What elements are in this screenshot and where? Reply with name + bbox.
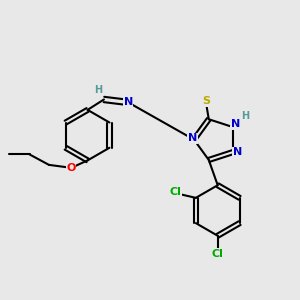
Text: N: N	[231, 119, 240, 129]
Text: N: N	[232, 147, 242, 157]
Text: O: O	[67, 163, 76, 173]
Text: N: N	[188, 133, 197, 143]
Text: S: S	[202, 96, 210, 106]
Text: Cl: Cl	[169, 187, 181, 197]
Text: Cl: Cl	[212, 249, 224, 259]
Text: H: H	[94, 85, 102, 95]
Text: H: H	[241, 111, 249, 121]
Text: N: N	[124, 98, 133, 107]
